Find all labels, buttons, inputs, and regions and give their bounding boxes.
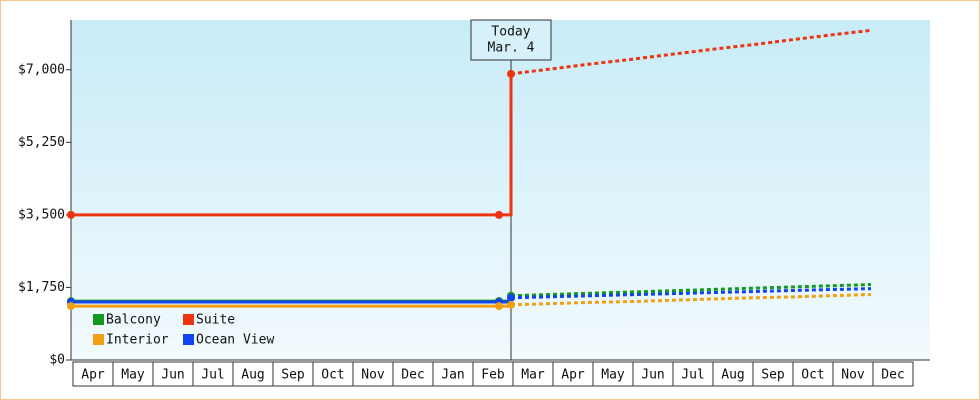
point-marker xyxy=(67,210,75,219)
legend-label: Ocean View xyxy=(196,333,274,348)
x-tick-label: Aug xyxy=(721,368,744,383)
x-tick-label: Mar xyxy=(521,368,545,383)
legend-label: Suite xyxy=(196,313,235,328)
y-tick-label: $0 xyxy=(49,353,65,368)
today-label: Today xyxy=(491,25,530,40)
legend-swatch xyxy=(183,334,194,345)
legend-label: Balcony xyxy=(106,313,161,328)
x-tick-label: Jan xyxy=(441,368,464,383)
point-marker xyxy=(495,302,503,311)
x-tick-label: Sep xyxy=(761,368,785,383)
x-tick-label: Jun xyxy=(161,368,184,383)
x-tick-label: Feb xyxy=(481,368,505,383)
today-box xyxy=(470,19,552,61)
month-cell xyxy=(872,361,914,387)
x-tick-label: Dec xyxy=(881,368,904,383)
historic-line xyxy=(71,304,513,308)
x-tick-label: Jul xyxy=(201,368,224,383)
legend-swatch xyxy=(183,314,194,325)
y-tick-label: $3,500 xyxy=(18,207,65,222)
x-tick-label: Oct xyxy=(321,368,344,383)
today-label: Mar. 4 xyxy=(488,41,535,56)
y-tick-label: $1,750 xyxy=(18,280,65,295)
x-tick-label: Jul xyxy=(681,368,704,383)
legend-swatch xyxy=(93,314,104,325)
x-tick-label: Apr xyxy=(561,368,585,383)
legend-label: Interior xyxy=(106,333,169,348)
y-tick-label: $7,000 xyxy=(18,62,65,77)
x-tick-label: May xyxy=(121,368,145,383)
x-tick-label: May xyxy=(601,368,625,383)
forecast-line xyxy=(510,28,872,76)
x-tick-label: Aug xyxy=(241,368,264,383)
x-tick-label: Apr xyxy=(81,368,105,383)
historic-line xyxy=(71,73,513,217)
x-tick-label: Sep xyxy=(281,368,305,383)
x-tick-label: Oct xyxy=(801,368,824,383)
x-tick-label: Nov xyxy=(361,368,385,383)
point-marker xyxy=(67,302,75,311)
y-tick-label: $5,250 xyxy=(18,135,65,150)
x-tick-label: Nov xyxy=(841,368,865,383)
x-tick-label: Dec xyxy=(401,368,424,383)
point-marker xyxy=(495,210,503,219)
legend-swatch xyxy=(93,334,104,345)
historic-line xyxy=(71,297,513,304)
x-tick-label: Jun xyxy=(641,368,664,383)
